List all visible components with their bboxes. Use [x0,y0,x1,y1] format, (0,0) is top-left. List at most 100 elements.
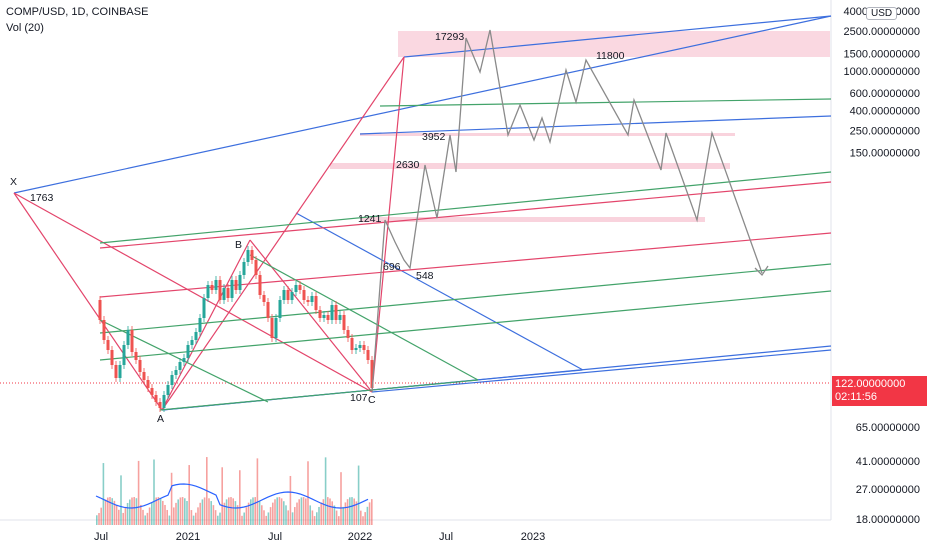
volume-bar [120,475,122,525]
chart-annotation: X [10,176,17,188]
volume-bar [102,463,105,525]
volume-bar [96,515,98,525]
volume-bar [342,506,344,525]
volume-bar [109,497,111,525]
pitchfork-red-xa [13,192,163,411]
volume-bar [208,498,210,525]
volume-indicator-label[interactable]: Vol (20) [6,22,44,34]
volume-bar [118,509,120,525]
volume-bar [309,505,311,525]
volume-bar [148,507,151,525]
pitchfork-red-a-target [161,56,405,411]
volume-bar [140,504,142,525]
volume-bar [296,502,298,525]
volume-ma-line [95,483,369,509]
time-tick-label: Jul [439,531,453,543]
volume-bar [190,510,193,525]
price-tick-label: 18.00000000 [856,514,920,526]
chart-annotation: 107 [350,392,368,404]
volume-bar [340,472,342,525]
volume-bar [236,505,239,525]
pitchfork-red-c-target [371,56,405,393]
volume-bar [162,500,164,525]
volume-bar [322,499,325,525]
target-zone-2630 [330,163,730,169]
pitchfork-blue-mid [359,115,832,135]
chart-annotation: C [368,394,376,406]
volume-bar [201,499,204,525]
volume-bar [258,501,261,525]
volume-bar [250,499,252,525]
price-tick-label: 65.00000000 [856,422,920,434]
volume-bar [267,512,270,525]
volume-bar [157,497,160,525]
volume-bar [104,499,107,525]
volume-bar [153,459,155,525]
volume-bar [274,499,276,525]
volume-bar [252,497,254,525]
target-zone-top [398,31,830,57]
symbol-label[interactable]: COMP/USD, 1D, COINBASE [6,6,149,18]
volume-bar [98,513,100,525]
volume-bar [184,498,186,525]
volume-bar [144,515,146,525]
price-tick-label: 600.00000000 [850,88,920,100]
pitchfork-blue-upper [13,15,832,194]
volume-bar [307,461,309,525]
volume-bar [225,499,228,525]
volume-bar [234,501,237,525]
target-zone-1241 [360,217,705,222]
volume-bar [313,516,316,525]
volume-bar [239,470,241,525]
last-price-value: 122.00000000 [835,378,906,390]
volume-bar [217,515,219,525]
volume-bar [113,500,116,525]
chart-annotation: 1763 [30,192,54,204]
volume-bar [368,502,371,525]
volume-bar [228,497,230,525]
volume-bar [100,507,102,525]
volume-bar [349,497,351,525]
volume-bar [311,510,314,525]
volume-bar [170,472,173,525]
volume-bar [294,507,296,525]
price-tick-label: 1500.00000000 [844,48,920,60]
price-tick-label: 1000.00000000 [844,66,920,78]
volume-bar [353,498,355,525]
volume-bar [111,498,113,525]
chart-annotation: 1241 [358,213,382,225]
chart-annotation: 11800 [596,50,625,62]
volume-bar [269,507,272,525]
volume-bar [247,502,250,525]
volume-bar [364,512,366,525]
pitchfork-green-diagonal [249,254,479,381]
volume-bar [344,502,347,525]
chart-annotation: A [157,413,164,425]
volume-bar [285,505,287,525]
volume-bar [351,497,353,525]
chart-annotation: 548 [416,270,434,282]
chart-annotation: 696 [383,261,401,273]
volume-bar [241,515,243,525]
volume-bar [265,515,267,525]
pitchfork-red-ab [161,239,251,411]
volume-bar [371,499,373,525]
volume-bar [355,501,358,525]
volume-bar [197,507,199,525]
volume-bar [137,460,140,525]
volume-bar [316,512,318,525]
volume-bar [188,465,190,525]
volume-bar [131,497,133,525]
pitchfork-blue-top [403,15,832,58]
projection-arrowhead [754,265,769,277]
volume-bar [122,512,124,525]
currency-badge[interactable]: USD [866,7,898,20]
volume-bar [126,502,129,525]
volume-bar [124,507,127,525]
volume-bar [212,505,215,525]
volume-bar [133,497,135,525]
volume-bar [115,504,118,525]
volume-bar [263,510,265,525]
